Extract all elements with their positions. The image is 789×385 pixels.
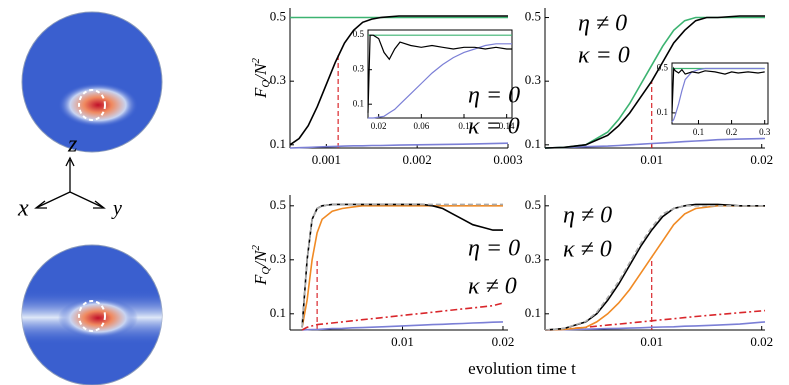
annotation: η = 0 [468, 236, 520, 262]
y-tick-label: 0.3 [525, 251, 541, 266]
axis-z-label: z [67, 132, 78, 158]
annotation: κ = 0 [468, 114, 520, 140]
series-line [289, 15, 508, 146]
y-axis-title-part: 2 [250, 58, 262, 64]
y-tick-label: 0.3 [270, 251, 286, 266]
x-tick-label: 0.002 [403, 152, 432, 167]
y-tick-label: 0.1 [525, 136, 541, 151]
y-axis-title: FQ/N2 [250, 245, 272, 286]
y-tick-label: 0.1 [657, 107, 668, 117]
y-tick-label: 0.1 [525, 305, 541, 320]
panel: 0.1 0.3 0.5 0.01 0.02 [525, 195, 773, 349]
x-tick-label: 0.14 [499, 121, 515, 131]
series-line [544, 309, 766, 331]
x-tick-label: 0.01 [640, 334, 663, 349]
x-tick-label: 0.001 [312, 152, 341, 167]
series-line [289, 142, 509, 149]
x-tick-label: 0.02 [750, 334, 773, 349]
annotation: η ≠ 0 [578, 11, 627, 37]
y-tick-label: 0.5 [270, 197, 286, 212]
series-line [302, 321, 504, 331]
panel: 0.1 0.3 0.5 0.02 0.06 0.1 0.14 [353, 29, 515, 131]
x-tick-label: 0.3 [759, 127, 771, 137]
y-axis-title-part: /N [251, 249, 270, 268]
y-axis-title-part: Q [260, 267, 272, 275]
x-tick-label: 0.02 [750, 152, 773, 167]
y-tick-label: 0.5 [525, 9, 541, 24]
series-line [671, 67, 765, 123]
series-line [301, 302, 504, 331]
series-line [301, 205, 503, 328]
y-tick-label: 0.5 [353, 29, 365, 39]
y-tick-label: 0.1 [270, 136, 286, 151]
series-line [544, 205, 765, 331]
series-line [544, 15, 765, 149]
annotation: κ ≠ 0 [468, 274, 517, 300]
x-tick-label: 0.2 [726, 127, 737, 137]
annotation: η ≠ 0 [563, 203, 612, 229]
annotation: η = 0 [468, 83, 520, 109]
y-axis-title-part: /N [251, 62, 270, 81]
x-tick-label: 0.01 [391, 334, 414, 349]
y-tick-label: 0.5 [270, 9, 286, 24]
x-tick-label: 0.06 [413, 121, 429, 131]
x-tick-label: 0.1 [458, 121, 469, 131]
series-line [544, 321, 766, 331]
y-tick-label: 0.1 [353, 98, 364, 108]
y-tick-label: 0.3 [525, 72, 541, 87]
axis-y-label: y [111, 198, 122, 220]
panel: 0.1 0.3 0.5 0.001 0.002 0.003 [270, 8, 523, 167]
x-tick-label: 0.1 [693, 127, 704, 137]
y-tick-label: 0.1 [270, 305, 286, 320]
series-line [544, 205, 765, 331]
x-tick-label: 0.003 [493, 152, 522, 167]
series-line [301, 203, 503, 328]
annotation: κ = 0 [578, 43, 630, 69]
panel: 0.1 0.3 0.5 0.01 0.02 [525, 8, 773, 167]
panel: 0.1 0.3 0.5 0.01 0.02 [270, 195, 515, 349]
y-axis-title: FQ/N2 [250, 58, 272, 99]
x-tick-label: 0.01 [640, 152, 663, 167]
x-axis-title: evolution time t [468, 359, 576, 378]
y-tick-label: 0.5 [525, 197, 541, 212]
series-line [367, 34, 512, 113]
panel: 0.1 0.5 0.1 0.2 0.3 [657, 62, 771, 137]
series-line [544, 137, 766, 149]
y-axis-title-part: F [251, 87, 270, 99]
axis-x-label: x [17, 196, 29, 222]
coordinate-axes [34, 156, 106, 209]
annotation: κ ≠ 0 [563, 237, 612, 263]
series-line [368, 43, 512, 119]
y-tick-label: 0.5 [657, 63, 669, 73]
x-tick-label: 0.02 [492, 334, 515, 349]
series-line [671, 66, 765, 113]
sphere-bottom [21, 244, 163, 385]
y-axis-title-part: 2 [250, 245, 262, 251]
y-axis-title-part: Q [260, 80, 272, 88]
series-line [301, 203, 503, 328]
x-tick-label: 0.02 [371, 121, 387, 131]
y-tick-label: 0.3 [353, 64, 365, 74]
sphere-top [21, 11, 163, 153]
y-tick-label: 0.3 [270, 72, 286, 87]
y-axis-title-part: F [251, 274, 270, 286]
